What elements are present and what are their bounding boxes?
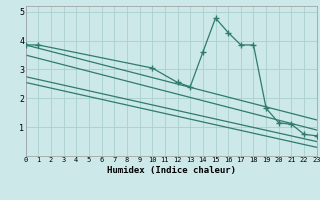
X-axis label: Humidex (Indice chaleur): Humidex (Indice chaleur) (107, 166, 236, 175)
